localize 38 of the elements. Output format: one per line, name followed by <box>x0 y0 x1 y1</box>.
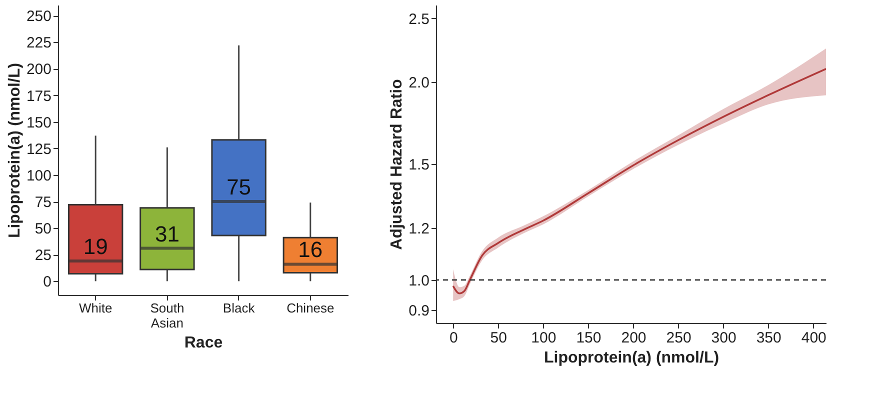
y-tick-label: 0.9 <box>408 302 430 320</box>
y-tick-label: 2.0 <box>408 74 430 92</box>
y-tick-label: 1.0 <box>408 272 430 290</box>
y-tick-label: 225 <box>26 34 52 52</box>
x-tick-label: 0 <box>449 330 458 346</box>
x-tick-label: 50 <box>490 330 507 346</box>
y-tick-label: 150 <box>26 114 52 132</box>
text: 16 <box>298 237 323 262</box>
x-axis-title: Race <box>184 334 223 352</box>
y-tick-label: 50 <box>34 220 52 238</box>
x-tick-label: 200 <box>621 330 646 346</box>
y-tick-label: 100 <box>26 167 52 184</box>
x-tick-label: South Asian <box>150 300 184 330</box>
x-tick-label: 250 <box>666 330 692 346</box>
text: 75 <box>226 174 252 200</box>
y-tick-label: 175 <box>26 88 52 105</box>
text: 31 <box>154 221 180 246</box>
y-tick-label: 2.5 <box>408 10 430 28</box>
y-tick-label: 1.2 <box>408 220 430 238</box>
x-tick-label: 150 <box>576 330 602 346</box>
x-tick-label: Chinese <box>286 300 334 316</box>
y-tick-label: 125 <box>26 140 52 158</box>
x-tick-label: 350 <box>756 330 782 346</box>
y-tick-label: 200 <box>26 61 52 78</box>
y-tick-label: 1.5 <box>408 156 430 174</box>
x-tick-label: White <box>78 300 112 316</box>
x-axis-title: Lipoprotein(a) (nmol/L) <box>544 350 720 366</box>
text: 19 <box>83 234 108 260</box>
x-tick-label: 300 <box>711 330 736 346</box>
y-axis-title: Adjusted Hazard Ratio <box>388 78 406 250</box>
x-tick-label: 400 <box>801 330 826 346</box>
x-tick-label: 100 <box>531 330 556 346</box>
y-tick-label: 25 <box>34 247 52 264</box>
y-tick-label: 250 <box>26 8 52 26</box>
y-tick-label: 75 <box>34 194 52 212</box>
y-tick-label: 0 <box>43 274 52 291</box>
x-tick-label: Black <box>222 300 256 316</box>
y-axis-title: Lipoprotein(a) (nmol/L) <box>6 62 24 238</box>
